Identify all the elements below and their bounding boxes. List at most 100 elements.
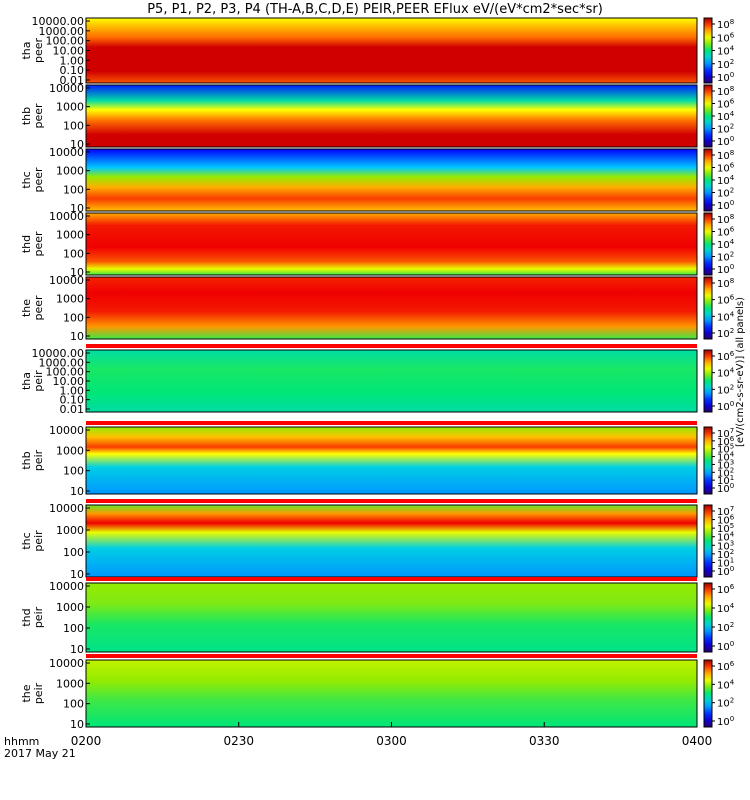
colorbar-tick-label-thd-peer: 102 xyxy=(717,251,734,264)
ytick-label-tha-peer: 10.00 xyxy=(53,45,85,58)
colorbar-tick-label-thb-peir: 103 xyxy=(717,458,734,471)
panel-label-thd-peer: thdpeer xyxy=(20,231,45,257)
colorbar-thd-peir xyxy=(703,582,713,653)
ytick-label-thb-peir: 10 xyxy=(70,485,84,498)
colorbar-tick-label-thc-peir: 101 xyxy=(717,556,734,569)
ytick-label-tha-peer: 1000.00 xyxy=(39,25,85,38)
colorbar-tick-label-the-peir: 102 xyxy=(717,697,734,710)
colorbar-the-peer xyxy=(703,276,713,340)
ytick-label-tha-peer: 0.10 xyxy=(60,64,85,77)
colorbar-tick-label-thc-peer: 106 xyxy=(717,162,735,175)
panel-frame-the-peer xyxy=(85,276,698,340)
panel-label-the-peer: thepeer xyxy=(20,295,45,321)
ytick-label-thc-peer: 10 xyxy=(70,202,84,215)
ytick-label-tha-peir: 1.00 xyxy=(60,384,85,397)
colorbar-tick-label-thd-peir: 100 xyxy=(717,640,734,653)
flag-bar-tha-peir xyxy=(86,344,697,348)
ytick-label-thc-peir: 1000 xyxy=(56,524,84,537)
ytick-label-tha-peer: 0.01 xyxy=(60,74,85,87)
ytick-label-tha-peir: 0.01 xyxy=(60,403,85,416)
colorbar-tick-label-thb-peer: 100 xyxy=(717,135,734,148)
ytick-label-the-peir: 10000 xyxy=(49,657,84,670)
colorbar-tick-label-tha-peir: 104 xyxy=(717,367,735,380)
colorbar-tick-label-the-peer: 108 xyxy=(717,277,734,290)
ytick-label-thd-peir: 100 xyxy=(63,622,84,635)
colorbar-tick-label-thb-peir: 104 xyxy=(717,451,735,464)
ytick-label-thb-peir: 1000 xyxy=(56,444,84,457)
colorbar-tick-label-the-peer: 106 xyxy=(717,294,735,307)
xtick-label: 0400 xyxy=(682,734,713,748)
spectrogram-tha-peer xyxy=(86,18,697,83)
ytick-label-the-peir: 100 xyxy=(63,698,84,711)
spectrogram-thb-peer xyxy=(86,85,697,147)
panel-label-thc-peer: thcpeer xyxy=(20,167,45,193)
ytick-label-the-peer: 100 xyxy=(63,311,84,324)
colorbar-tick-label-thc-peir: 102 xyxy=(717,548,734,561)
colorbar-tick-label-tha-peir: 100 xyxy=(717,400,734,413)
ytick-label-tha-peer: 100.00 xyxy=(46,35,85,48)
colorbar-tick-label-thb-peer: 106 xyxy=(717,98,735,111)
ytick-label-tha-peir: 10.00 xyxy=(53,375,85,388)
panel-frame-thb-peer xyxy=(85,84,698,148)
colorbar-tick-label-thc-peer: 108 xyxy=(717,149,734,162)
panel-frame-thc-peer xyxy=(85,148,698,212)
flag-bar-thd-peir xyxy=(86,577,697,581)
colorbar-tick-label-the-peir: 100 xyxy=(717,715,734,728)
colorbar-tick-label-thc-peer: 104 xyxy=(717,174,735,187)
panel-label-thd-peir: thdpeir xyxy=(20,606,45,628)
panel-label-the-peir: thepeir xyxy=(20,682,45,704)
colorbar-tick-label-thd-peir: 102 xyxy=(717,621,734,634)
colorbar-tick-label-thc-peir: 105 xyxy=(717,522,734,535)
colorbar-tick-label-thc-peir: 104 xyxy=(717,531,735,544)
ytick-label-thd-peer: 100 xyxy=(63,247,84,260)
panel-label-tha-peer: thapeer xyxy=(20,38,45,64)
colorbar-tick-label-the-peer: 104 xyxy=(717,310,735,323)
ytick-label-tha-peir: 1000.00 xyxy=(39,356,85,369)
ytick-label-tha-peir: 0.10 xyxy=(60,394,85,407)
ytick-label-the-peir: 10 xyxy=(70,718,84,731)
flag-bar-the-peir xyxy=(86,654,697,658)
spectrogram-thd-peer xyxy=(86,213,697,275)
x-axis-label: hhmm xyxy=(4,735,39,748)
ytick-label-tha-peer: 1.00 xyxy=(60,54,85,67)
ytick-label-thc-peir: 10000 xyxy=(49,502,84,515)
colorbar-tick-label-thb-peer: 108 xyxy=(717,85,734,98)
ytick-label-thd-peer: 1000 xyxy=(56,229,84,242)
ytick-label-tha-peer: 10000.00 xyxy=(32,15,85,28)
spectrogram-the-peer xyxy=(86,277,697,339)
colorbar-tick-label-thc-peer: 102 xyxy=(717,187,734,200)
spectrogram-thc-peer xyxy=(86,149,697,211)
colorbar-tick-label-tha-peer: 104 xyxy=(717,45,735,58)
flag-bar-thc-peir xyxy=(86,499,697,503)
ytick-label-thc-peer: 1000 xyxy=(56,165,84,178)
ytick-label-the-peer: 1000 xyxy=(56,293,84,306)
panel-frame-thd-peir xyxy=(85,582,698,653)
colorbar-thb-peir xyxy=(703,426,713,495)
colorbar-tick-label-thb-peir: 102 xyxy=(717,466,734,479)
ytick-label-thd-peir: 1000 xyxy=(56,601,84,614)
colorbar-tick-label-tha-peer: 108 xyxy=(717,18,734,31)
ytick-label-thd-peir: 10 xyxy=(70,643,84,656)
ytick-label-thd-peer: 10000 xyxy=(49,210,84,223)
ytick-label-thb-peer: 10 xyxy=(70,138,84,151)
colorbar-tha-peer xyxy=(703,17,713,84)
ytick-label-thd-peer: 10 xyxy=(70,266,84,279)
colorbar-thc-peir xyxy=(703,504,713,578)
spectrogram-thb-peir xyxy=(86,427,697,494)
colorbar-tick-label-thb-peer: 102 xyxy=(717,123,734,136)
xtick-label: 0330 xyxy=(529,734,560,748)
ytick-label-tha-peir: 10000.00 xyxy=(32,347,85,360)
colorbar-tick-label-tha-peer: 100 xyxy=(717,71,734,84)
colorbar-the-peir xyxy=(703,659,713,728)
colorbar-tick-label-thb-peir: 106 xyxy=(717,435,735,448)
colorbar-tick-label-thc-peir: 103 xyxy=(717,539,734,552)
ytick-label-thd-peir: 10000 xyxy=(49,580,84,593)
spectrogram-tha-peir xyxy=(86,350,697,412)
flag-bar-thb-peir xyxy=(86,421,697,425)
colorbar-tick-label-the-peer: 102 xyxy=(717,327,734,340)
colorbar-thd-peer xyxy=(703,212,713,276)
colorbar-tick-label-tha-peer: 102 xyxy=(717,58,734,71)
ytick-label-the-peir: 1000 xyxy=(56,677,84,690)
colorbar-unit-label: [eV/(cm2-s-sr-eV)] (all panels) xyxy=(735,297,746,447)
